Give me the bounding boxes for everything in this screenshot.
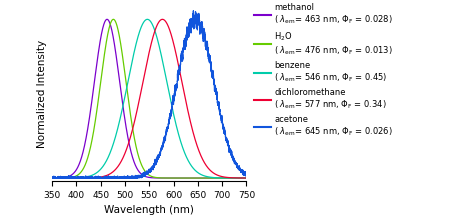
X-axis label: Wavelength (nm): Wavelength (nm) [104, 206, 194, 215]
Y-axis label: Normalized Intensity: Normalized Intensity [36, 40, 46, 148]
Legend: methanol
( $\lambda_{\rm em}$= 463 nm, $\Phi_{\rm F}$ = 0.028), H$_2$O
( $\lambd: methanol ( $\lambda_{\rm em}$= 463 nm, $… [254, 3, 393, 138]
